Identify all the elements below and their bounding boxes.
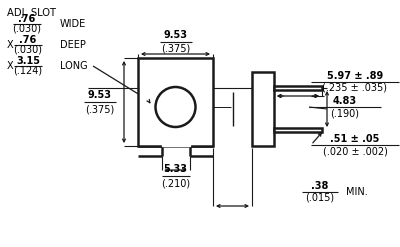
Text: ADJ. SLOT: ADJ. SLOT [7,8,56,18]
Text: (.030): (.030) [12,23,42,34]
Text: X: X [7,61,14,71]
Text: 9.53: 9.53 [164,30,188,40]
Text: LONG: LONG [60,61,88,71]
Text: (.235 ± .035): (.235 ± .035) [322,83,388,93]
Text: (.210): (.210) [161,178,190,188]
Text: X: X [7,40,14,50]
Polygon shape [162,144,190,146]
Text: DEEP: DEEP [60,40,86,50]
Text: 3.15: 3.15 [16,57,40,66]
Text: 9.53: 9.53 [88,90,112,100]
Text: 5.33: 5.33 [164,164,188,174]
Bar [274,128,322,132]
Text: (.190): (.190) [330,108,360,118]
Text: (.030): (.030) [14,44,42,55]
Bar [274,86,322,90]
Text: .51 ± .05: .51 ± .05 [330,134,380,144]
Text: .76: .76 [18,15,36,24]
Text: .76: .76 [19,36,37,45]
Text: .38: .38 [311,181,329,191]
Bar [138,58,213,146]
Text: (.015): (.015) [306,193,334,203]
Text: 4.83: 4.83 [333,96,357,106]
Text: MIN.: MIN. [346,187,368,197]
Text: (.020 ± .002): (.020 ± .002) [322,146,388,156]
Text: WIDE: WIDE [60,19,86,29]
Bar [252,72,274,146]
Text: (.124): (.124) [14,65,42,76]
Text: (.375): (.375) [161,44,190,54]
Text: 5.97 ± .89: 5.97 ± .89 [327,71,383,81]
Text: (.375): (.375) [85,104,115,114]
